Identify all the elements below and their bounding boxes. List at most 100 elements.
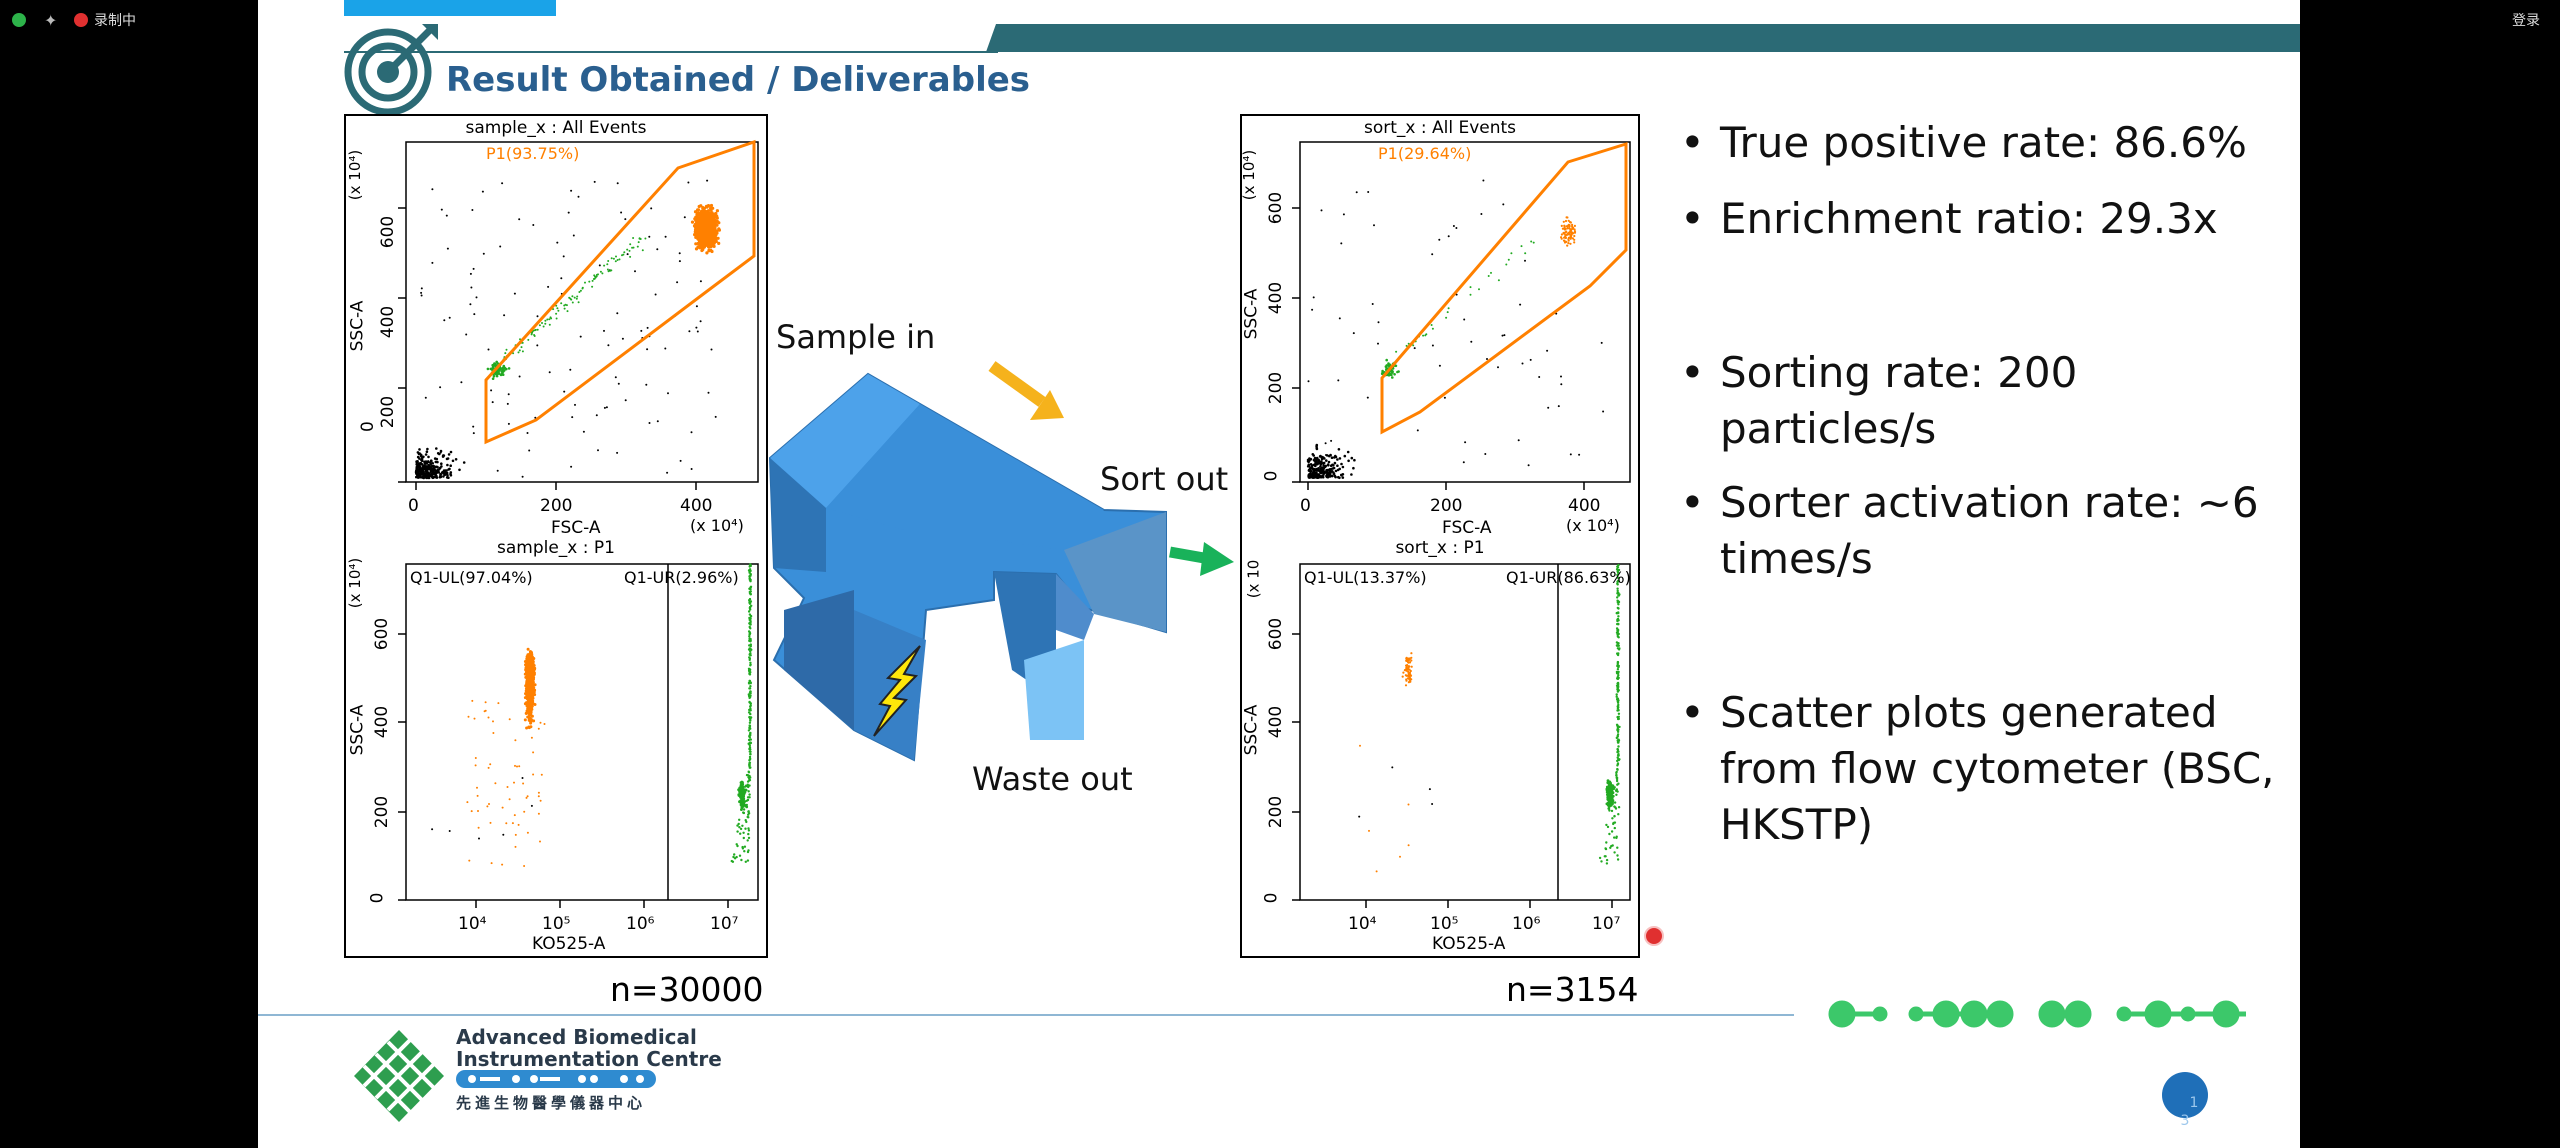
x-tick-1e7: 10⁷ <box>1592 914 1621 934</box>
org-name-line2: Instrumentation Centre <box>456 1047 722 1071</box>
scatter-canvas <box>1292 563 1631 908</box>
plot-sample-p1: sample_x : P1 Q1-UL(97.04%) Q1-UR(2.96%)… <box>344 534 768 958</box>
y-tick-0: 0 <box>1261 470 1282 482</box>
target-icon <box>344 24 438 116</box>
footer-divider <box>258 1014 1794 1016</box>
footer-decoration <box>1828 1000 2246 1028</box>
sample-count: n=30000 <box>610 970 764 1009</box>
org-name-line1: Advanced Biomedical <box>456 1025 697 1049</box>
x-tick-1e4: 10⁴ <box>458 914 487 934</box>
scatter-canvas <box>398 563 759 908</box>
record-icon <box>74 13 88 27</box>
settings-icon[interactable]: ✦ <box>44 10 58 30</box>
x-axis-label: KO525-A <box>532 934 606 954</box>
y-tick-400: 400 <box>378 305 399 339</box>
plot-sample-all-events: sample_x : All Events P1(93.75%) 0 200 4… <box>344 114 768 538</box>
y-axis-label: SSC-A <box>1241 704 1262 756</box>
shield-icon[interactable] <box>12 10 26 30</box>
org-name-chinese: 先進生物醫學儀器中心 <box>456 1094 647 1112</box>
y-axis-label: SSC-A <box>1241 288 1262 340</box>
y-axis-unit: (x 10⁴) <box>346 149 365 201</box>
x-tick-200: 200 <box>1430 496 1463 516</box>
y-axis-unit: (x 10 <box>1244 559 1263 599</box>
x-axis-label: FSC-A <box>551 518 601 538</box>
page-number-badge[interactable]: 1 3 <box>2162 1072 2208 1129</box>
sort-count: n=3154 <box>1506 970 1639 1009</box>
recording-label: 录制中 <box>94 13 136 29</box>
lightning-icon <box>873 645 921 737</box>
x-tick-0: 0 <box>1300 496 1311 516</box>
y-tick-200: 200 <box>1266 371 1287 405</box>
x-tick-1e4: 10⁴ <box>1348 914 1377 934</box>
gate-label: P1(93.75%) <box>486 144 580 163</box>
sample-in-label: Sample in <box>776 318 936 356</box>
plot-title: sample_x : All Events <box>465 118 647 138</box>
y-tick-600: 600 <box>1266 617 1287 651</box>
plot-sort-all-events: sort_x : All Events P1(29.64%) 0 200 400… <box>1240 114 1640 538</box>
y-tick-400: 400 <box>372 705 393 739</box>
quadrant-ur-label: Q1-UR(2.96%) <box>624 568 739 587</box>
header-accent-bar <box>344 24 2300 53</box>
presentation-slide: Result Obtained / Deliverables sample_x … <box>258 0 2300 1148</box>
x-tick-1e7: 10⁷ <box>710 914 739 934</box>
quadrant-ul-label: Q1-UL(97.04%) <box>410 568 533 587</box>
y-tick-0: 0 <box>367 892 388 904</box>
quadrant-ul-label: Q1-UL(13.37%) <box>1304 568 1427 587</box>
y-tick-200: 200 <box>372 795 393 829</box>
y-axis-label: SSC-A <box>347 300 368 352</box>
slide-title: Result Obtained / Deliverables <box>446 60 1031 100</box>
scatter-canvas <box>398 139 759 490</box>
plot-title: sample_x : P1 <box>497 538 615 558</box>
x-tick-0: 0 <box>408 496 419 516</box>
x-tick-1e5: 10⁵ <box>542 914 571 934</box>
org-name: Advanced Biomedical Instrumentation Cent… <box>456 1026 722 1070</box>
waste-out-label: Waste out <box>972 760 1133 798</box>
y-tick-600: 600 <box>372 617 393 651</box>
gate-label: P1(29.64%) <box>1378 144 1472 163</box>
y-tick-400: 400 <box>1266 281 1287 315</box>
org-name-decoration <box>456 1070 656 1088</box>
x-tick-400: 400 <box>680 496 713 516</box>
quadrant-ur-label: Q1-UR(86.63%) <box>1506 568 1631 587</box>
microfluidic-chip-diagram <box>768 361 1234 762</box>
x-tick-1e6: 10⁶ <box>1512 914 1541 934</box>
y-tick-200: 200 <box>378 395 399 429</box>
y-tick-600: 600 <box>1266 191 1287 225</box>
x-axis-label: FSC-A <box>1442 518 1492 538</box>
login-label: 登录 <box>2512 13 2540 29</box>
plot-title: sort_x : All Events <box>1363 118 1517 138</box>
recording-indicator[interactable]: 录制中 <box>74 10 136 30</box>
scatter-canvas <box>1292 141 1631 490</box>
y-tick-400: 400 <box>1266 705 1287 739</box>
bullet-true-positive: True positive rate: 86.6% <box>1680 115 2300 171</box>
abic-logo <box>354 1030 444 1122</box>
cursor-indicator <box>1644 926 1664 946</box>
plot-sort-p1: sort_x : P1 Q1-UL(13.37%) Q1-UR(86.63%) … <box>1240 534 1640 958</box>
bullet-sorting-rate: Sorting rate: 200 particles/s <box>1680 345 2280 457</box>
sort-out-arrow <box>1169 542 1234 576</box>
page-number: 1 3 <box>2180 1095 2199 1129</box>
y-tick-200: 200 <box>1266 795 1287 829</box>
bullet-scatter-source: Scatter plots generated from flow cytome… <box>1680 685 2300 853</box>
x-tick-1e5: 10⁵ <box>1430 914 1459 934</box>
y-tick-0: 0 <box>1261 892 1282 904</box>
sort-out-label: Sort out <box>1100 460 1229 498</box>
x-axis-unit: (x 10⁴) <box>1566 516 1620 535</box>
y-tick-0: 0 <box>358 421 378 432</box>
login-button[interactable]: 登录 <box>2512 10 2540 30</box>
top-status-bar: ✦ 录制中 登录 <box>0 0 2560 40</box>
bullet-activation-rate: Sorter activation rate: ~6 times/s <box>1680 475 2280 587</box>
y-tick-600: 600 <box>378 215 399 249</box>
x-tick-1e6: 10⁶ <box>626 914 655 934</box>
y-axis-unit: (x 10⁴) <box>1240 149 1259 201</box>
x-axis-unit: (x 10⁴) <box>690 516 744 535</box>
header-cyan-tab <box>344 0 556 16</box>
y-axis-label: SSC-A <box>347 704 368 756</box>
y-axis-unit: (x 10⁴) <box>346 557 365 609</box>
x-tick-200: 200 <box>540 496 573 516</box>
x-axis-label: KO525-A <box>1432 934 1506 954</box>
bullet-enrichment: Enrichment ratio: 29.3x <box>1680 191 2300 247</box>
sample-in-arrow <box>988 361 1064 420</box>
x-tick-400: 400 <box>1568 496 1601 516</box>
plot-title: sort_x : P1 <box>1395 538 1485 558</box>
